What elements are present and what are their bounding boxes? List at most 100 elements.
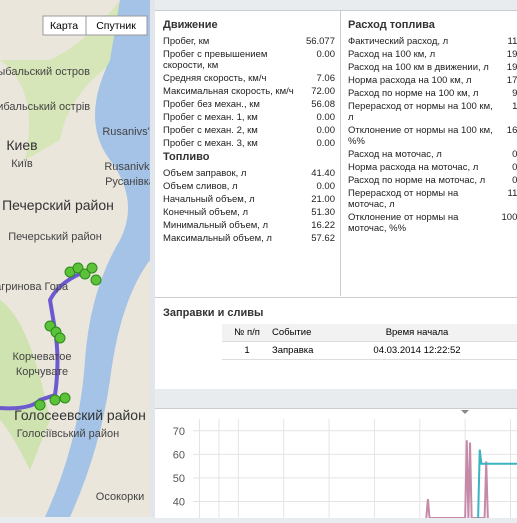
stat-label: Пробег с механ. 1, км (163, 112, 258, 123)
table-cell: Заправка (272, 345, 314, 356)
stat-value: 19. (506, 62, 517, 73)
map-label: Голосіївський район (17, 428, 119, 440)
stat-label: Норма расхода на 100 км, л (348, 75, 472, 86)
stat-value: 56.08 (311, 99, 335, 110)
stat-label: Перерасход от нормы на моточас, л (348, 188, 459, 210)
stat-value: 0.00 (316, 125, 336, 136)
y-tick-label: 70 (173, 426, 185, 438)
stat-row: Фактический расход, л 11. (348, 36, 517, 47)
stat-row: Начальный объем, л 21.00 (163, 194, 335, 205)
splitter[interactable] (150, 0, 155, 517)
stat-value: 51.30 (311, 207, 335, 218)
stat-value: 21.00 (311, 194, 335, 205)
stat-row: Норма расхода на моточас, л 0. (348, 162, 517, 173)
stat-label: Минимальный объем, л (163, 220, 269, 231)
map-label: Голосеевский район (14, 407, 146, 423)
stat-label: Расход на 100 км в движении, л (348, 62, 489, 73)
divider (340, 11, 341, 296)
stat-value: 41.40 (311, 168, 335, 179)
stat-label: Пробег с механ. 2, км (163, 125, 258, 136)
stat-label: Максимальный объем, л (163, 233, 272, 244)
map-label: Rusanivka (104, 161, 150, 173)
stat-label: Норма расхода на моточас, л (348, 162, 479, 173)
chart-panel: 40 50 60 70 (155, 408, 517, 519)
section-title: Расход топлива (348, 19, 435, 31)
stat-row: Пробег, км 56.077 (163, 36, 335, 47)
stat-row: Расход на 100 км в движении, л 19. (348, 62, 517, 73)
stat-value: 0. (512, 149, 517, 160)
map-label: Русанівка (105, 176, 150, 188)
stat-label: Конечный объем, л (163, 207, 248, 218)
map-label: Rusanivs'ki (102, 126, 150, 138)
stat-label: Расход по норме на моточас, л (348, 175, 486, 186)
stat-row: Расход по норме на 100 км, л 9. (348, 88, 517, 99)
stat-value: 0.00 (316, 49, 336, 60)
stat-row: Отклонение от нормы на моточас, %% 100. (348, 212, 517, 234)
table-row: 1 Заправка 04.03.2014 12:22:52 (222, 342, 517, 360)
stat-row: Перерасход от нормы на 100 км, л 1. (348, 101, 517, 123)
column-header: Событие (272, 327, 312, 338)
column-header: Время начала (385, 327, 449, 338)
stat-row: Пробег с превышением скорости, км 0.00 (163, 49, 335, 71)
stat-value: 1. (512, 101, 517, 112)
stat-label: Средняя скорость, км/ч (163, 73, 267, 84)
stat-row: Отклонение от нормы на 100 км, %% 16. (348, 125, 517, 147)
stat-row: Пробег с механ. 2, км 0.00 (163, 125, 335, 136)
stat-value: 11. (507, 188, 517, 199)
stat-label: Пробег без механ., км (163, 99, 260, 110)
map-label: Корчеватое (13, 351, 72, 363)
map-label: Корчувате (16, 366, 68, 378)
stat-row: Пробег с механ. 1, км 0.00 (163, 112, 335, 123)
stat-row: Расход на моточас, л 0. (348, 149, 517, 160)
stat-label: Начальный объем, л (163, 194, 255, 205)
stat-value: 0.00 (316, 112, 336, 123)
stat-value: 0.00 (316, 181, 336, 192)
stat-value: 9. (512, 88, 517, 99)
stat-label: Объем сливов, л (163, 181, 238, 192)
stat-label: Расход по норме на 100 км, л (348, 88, 479, 99)
stat-row: Средняя скорость, км/ч 7.06 (163, 73, 335, 84)
stat-value: 17. (506, 75, 517, 86)
stat-label: Отклонение от нормы на 100 км, %% (348, 125, 493, 147)
stat-row: Расход по норме на моточас, л 0. (348, 175, 517, 186)
stat-row: Норма расхода на 100 км, л 17. (348, 75, 517, 86)
stat-value: 57.62 (311, 233, 335, 244)
stat-value: 7.06 (316, 73, 336, 84)
stat-row: Объем сливов, л 0.00 (163, 181, 335, 192)
map[interactable]: Карта Спутник Рыбальский остров Рибальськ… (0, 0, 150, 517)
tab (461, 410, 469, 414)
stat-label: Расход на 100 км, л (348, 49, 436, 60)
stat-label: Отклонение от нормы на моточас, %% (348, 212, 459, 234)
map-label: Киев (6, 137, 37, 153)
movement-section: Движение Пробег, км 56.077 Пробег с превыш… (163, 19, 335, 246)
map-label: Печерский район (2, 197, 114, 213)
stat-value: 0. (512, 162, 517, 173)
consumption-section: Расход топлива Фактический расход, л 11. Р… (348, 19, 517, 236)
section-title: Движение (163, 19, 218, 31)
stat-label: Максимальная скорость, км/ч (163, 86, 294, 97)
stat-row: Перерасход от нормы на моточас, л 11. (348, 188, 517, 210)
table-header: № п/п Событие Время начала (222, 324, 517, 342)
stat-value: 0.00 (316, 138, 336, 149)
stat-row: Минимальный объем, л 16.22 (163, 220, 335, 231)
column-header: № п/п (234, 327, 260, 338)
stat-row: Конечный объем, л 51.30 (163, 207, 335, 218)
stat-row: Максимальная скорость, км/ч 72.00 (163, 86, 335, 97)
stat-label: Перерасход от нормы на 100 км, л (348, 101, 493, 123)
map-button[interactable]: Спутник (96, 20, 136, 32)
stat-row: Пробег с механ. 3, км 0.00 (163, 138, 335, 149)
stat-row: Объем заправок, л 41.40 (163, 168, 335, 179)
stat-label: Расход на моточас, л (348, 149, 442, 160)
stat-value: 0. (512, 175, 517, 186)
stat-value: 72.00 (311, 86, 335, 97)
table-cell: 1 (244, 345, 250, 356)
map-label: Рыбальский остров (0, 66, 90, 78)
map-label: Багринова Гора (0, 281, 69, 293)
stat-label: Объем заправок, л (163, 168, 247, 179)
map-button[interactable]: Карта (50, 20, 78, 32)
stat-value: 19. (506, 49, 517, 60)
stat-row: Расход на 100 км, л 19. (348, 49, 517, 60)
y-tick-label: 40 (173, 497, 185, 509)
